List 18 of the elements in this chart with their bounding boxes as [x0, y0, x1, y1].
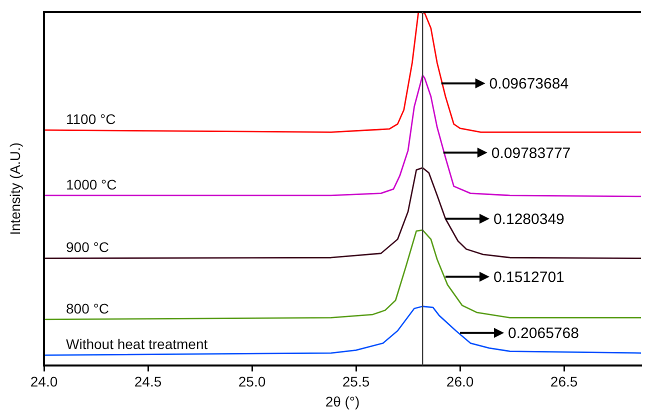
x-tick-label: 25.5: [342, 374, 370, 390]
series-label: 900 °C: [66, 239, 109, 256]
series-label: Without heat treatment: [66, 336, 208, 352]
annotation: 0.1280349: [493, 210, 564, 228]
series-label: 1100 °C: [66, 110, 116, 127]
annotation: 0.2065768: [508, 325, 579, 342]
x-tick-label: 26.0: [446, 374, 474, 390]
series-label: 1000 °C: [66, 176, 117, 192]
annotation: 0.09673684: [489, 76, 569, 93]
x-tick-label: 24.0: [30, 374, 58, 390]
annotation: 0.09783777: [491, 144, 571, 162]
x-tick-label: 24.5: [134, 374, 162, 390]
annotation: 0.1512701: [493, 268, 564, 286]
x-tick-label: 25.0: [238, 374, 266, 390]
y-axis-title: Intensity (A.U.): [6, 142, 23, 235]
x-axis-title: 2θ (°): [325, 393, 360, 410]
series-label: 800 °C: [66, 300, 109, 316]
x-tick-label: 26.5: [550, 374, 578, 390]
